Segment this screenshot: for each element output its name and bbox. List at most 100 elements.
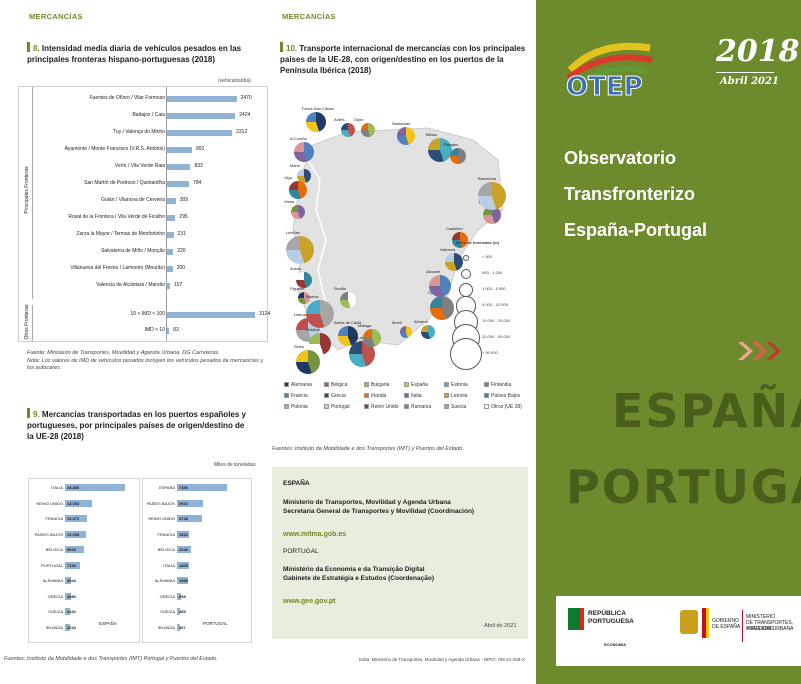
fig9-bar <box>65 577 72 584</box>
fig10-legend-item: Suecia <box>444 404 466 410</box>
fig9-bar <box>65 561 80 569</box>
pt-logo-line2: PORTUGUESA <box>588 618 634 625</box>
fig9-bar <box>177 484 227 491</box>
fig9-row-label: REINO UNIDO <box>36 500 63 506</box>
fig10-pie <box>306 300 334 328</box>
size-legend-label: 500 - 1.000 <box>482 270 503 275</box>
fig9-row: SUECIA 2432 <box>29 607 135 616</box>
fig9-bar <box>65 515 87 522</box>
fig8-row-label: Verín / Vila Verde Raia <box>114 163 165 169</box>
fig8-row-label: Badajoz / Caia <box>132 112 165 118</box>
fig9-row: PAÍSES BAJOS 10.008 <box>29 530 135 539</box>
fig10-legend-item: Italia <box>404 393 422 399</box>
fig10-city-label: Setúbal <box>306 327 320 332</box>
contact-pt-url[interactable]: www.gee.gov.pt <box>283 598 336 605</box>
es-logo-min1: MINISTERIO <box>746 614 776 620</box>
fig9-row: GRECIA 2880 <box>29 592 135 601</box>
cover-month: Abril 2021 <box>720 76 779 87</box>
fig10-pie <box>400 326 412 338</box>
fig9-row: FRANCIA 10.472 <box>29 514 135 523</box>
fig9-row-label: IRLANDA <box>157 624 175 630</box>
fig8-row: Fuentes de Oñoro / Vilar Formoso 2470 <box>19 93 269 105</box>
fig9-row-label: ITALIA <box>51 485 63 490</box>
legend-label: Otros (UE 28) <box>491 404 522 410</box>
fig10-city-label: Gijón <box>354 117 364 122</box>
fig10-city-label: Almería <box>414 319 428 324</box>
fig8-row: Zarza la Mayor / Termas de Monfortinho 23… <box>19 229 269 241</box>
fig9-bar <box>177 623 181 631</box>
legend-swatch <box>484 393 489 398</box>
fig8-row-label: San Martín de Pedroso / Quintanilha <box>84 180 165 186</box>
fig10-pie <box>298 292 310 304</box>
size-legend-circle <box>460 268 472 280</box>
fig10-pie <box>309 333 331 355</box>
fig10-pie <box>483 206 501 224</box>
contact-box: ESPAÑA Ministerio de Transportes, Movili… <box>272 467 528 639</box>
size-legend-label: < 500 <box>482 254 493 259</box>
fig8-title: 8. Intensidad media diaria de vehículos … <box>27 42 267 65</box>
fig10-pie <box>452 232 468 248</box>
fig9-row-label: ESPAÑA <box>159 485 175 490</box>
fig9-row-label: PAÍSES BAJOS <box>34 531 63 537</box>
fig9-value: 2432 <box>67 609 76 614</box>
fig10-pie <box>296 272 312 288</box>
fig8-row-label: Goián / Vilanova de Cerveira <box>101 197 165 203</box>
fig9-value: 2048 <box>179 547 188 552</box>
fig10-city-label: Bahía de Cádiz <box>334 320 362 325</box>
fig10-city-label: Bilbao <box>426 132 438 137</box>
fig9-row-label: SUECIA <box>160 609 175 614</box>
fig9-row: ALEMANIA 3044 <box>29 576 135 585</box>
pt-flag-icon <box>568 608 580 630</box>
fig10-city-label: Sines <box>294 344 305 349</box>
fig9-unit: Miles de toneladas <box>214 462 256 468</box>
contact-es-ministry: Ministerio de Transportes, Movilidad y A… <box>283 499 451 506</box>
fig9-value: 1589 <box>179 578 188 583</box>
fig10-legend-item: Bélgica <box>324 382 347 388</box>
legend-label: Finlandia <box>491 382 512 388</box>
fig9-value: 1816 <box>179 531 188 537</box>
fig8-row: Verín / Vila Verde Raia 833 <box>19 161 269 173</box>
contact-es-url[interactable]: www.mitma.gob.es <box>283 531 347 538</box>
fig9-value: 467 <box>179 624 186 630</box>
fig10-city-label: Aveiro <box>290 266 302 271</box>
fig10-legend-item: Rumanía <box>404 404 431 410</box>
fig9-row-label: ALEMANIA <box>154 578 175 583</box>
fig9-value: 3044 <box>67 578 76 583</box>
pt-logo-line3: ECONOMIA <box>604 642 626 647</box>
legend-swatch <box>324 393 329 398</box>
size-legend-circle <box>458 282 474 298</box>
fig10-city-label: Marín <box>290 163 301 168</box>
fig10-pie <box>291 205 305 219</box>
fig10-city-label: Santander <box>392 121 411 126</box>
fig10-city-label: Vigo <box>284 175 292 180</box>
fig9-row-label: SUECIA <box>48 609 63 614</box>
fig9-bar <box>65 592 71 600</box>
legend-label: Grecia <box>331 393 346 399</box>
fig10-pie <box>306 112 326 132</box>
fig9-row: FRANCIA 1816 <box>143 530 237 539</box>
cover-big-espana: ESPAÑA <box>612 384 801 438</box>
fig8-value: 107 <box>174 282 183 288</box>
fig10-number: 10. <box>286 44 298 53</box>
fig8-bar <box>167 96 237 102</box>
cover-year-underline <box>716 72 774 73</box>
otep-logo-swirl <box>566 42 653 89</box>
fig9-row: ALEMANIA 1589 <box>143 576 237 585</box>
fig10-map: Ferrol-San Cibrao Avilés Gijón Santander Bil… <box>278 100 528 380</box>
legend-swatch <box>484 404 489 409</box>
fig8-title-text: Intensidad media diaria de vehículos pes… <box>27 44 242 64</box>
size-legend-title: Miles de toneladas (tn) <box>456 240 500 245</box>
fig9-chart-pt: ESPAÑA 7456 PAÍSES BAJOS 3916 REINO UNIDO 374… <box>142 478 252 643</box>
legend-label: Portugal <box>331 404 350 410</box>
fig10-legend-item: Irlanda <box>364 393 386 399</box>
contact-pt-country: PORTUGAL <box>283 548 319 555</box>
fig10-legend-item: España <box>404 382 428 388</box>
chevron-arrows-icon <box>736 340 786 362</box>
fig10-pie <box>294 142 314 162</box>
fig8-bar-marker <box>27 42 30 52</box>
fig10-city-label: Valencia <box>440 247 456 252</box>
fig8-value: 833 <box>194 163 203 169</box>
fig10-legend: Alemania Bélgica Bulgaria España Estonia Finl… <box>284 382 524 418</box>
fig9-bar <box>177 608 181 615</box>
fig9-value: 9033 <box>67 547 76 552</box>
